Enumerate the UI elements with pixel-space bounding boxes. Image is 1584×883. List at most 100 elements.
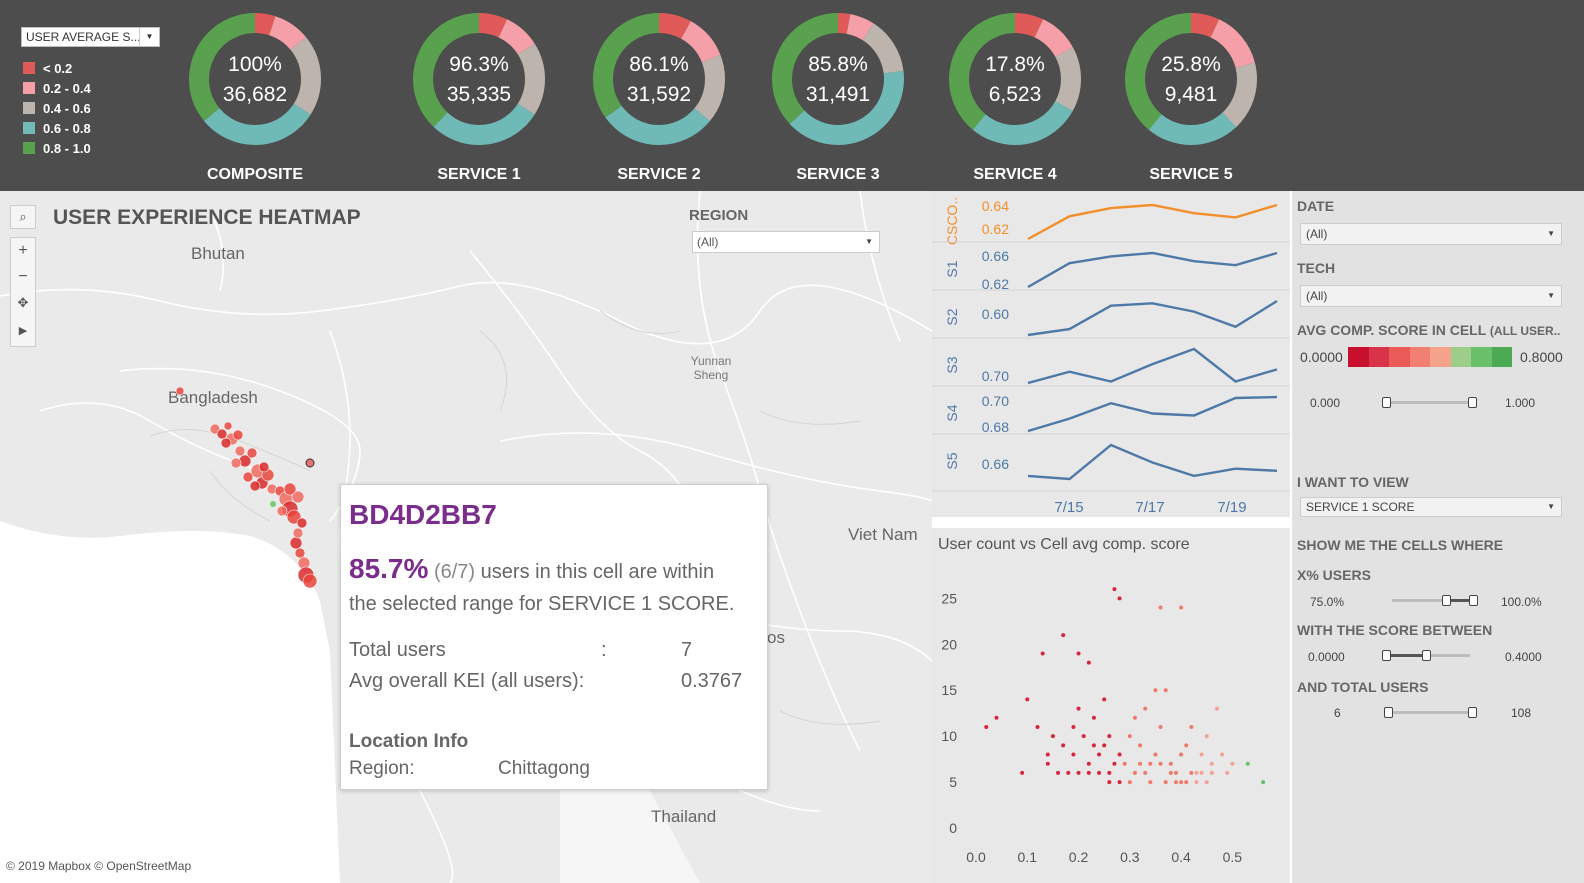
trend-line[interactable] — [1027, 347, 1278, 385]
legend-item[interactable]: 0.8 - 1.0 — [23, 138, 91, 158]
cell-marker[interactable] — [302, 573, 318, 589]
scatter-point[interactable] — [1061, 743, 1066, 748]
legend-item[interactable]: 0.4 - 0.6 — [23, 98, 91, 118]
scatter-point[interactable] — [1194, 770, 1199, 775]
x-users-slider[interactable] — [1392, 599, 1476, 602]
chevron-down-icon[interactable]: ▼ — [1547, 502, 1555, 511]
scatter-point[interactable] — [1117, 780, 1122, 785]
score-between-slider-max-thumb[interactable] — [1422, 650, 1431, 661]
scatter-point[interactable] — [1040, 651, 1045, 656]
scatter-point[interactable] — [1091, 743, 1096, 748]
cell-marker[interactable] — [292, 527, 304, 539]
scatter-point[interactable] — [1122, 761, 1127, 766]
service-label[interactable]: SERVICE 3 — [796, 166, 880, 183]
scatter-point[interactable] — [1056, 770, 1061, 775]
scatter-point[interactable] — [984, 724, 989, 729]
scatter-point[interactable] — [1163, 688, 1168, 693]
scatter-point[interactable] — [1184, 743, 1189, 748]
scatter-point[interactable] — [1107, 780, 1112, 785]
date-dropdown[interactable]: (All) ▼ — [1300, 223, 1562, 245]
scatter-point[interactable] — [1153, 688, 1158, 693]
tech-dropdown[interactable]: (All) ▼ — [1300, 285, 1562, 307]
donut-composite[interactable]: 100% 36,682 — [187, 12, 323, 146]
scatter-point[interactable] — [1245, 761, 1250, 766]
total-users-slider-max-thumb[interactable] — [1468, 707, 1477, 718]
cell-marker[interactable] — [291, 490, 305, 504]
scatter-point[interactable] — [1261, 780, 1266, 785]
scatter-point[interactable] — [1132, 770, 1137, 775]
scatter-point[interactable] — [1112, 761, 1117, 766]
scatter-point[interactable] — [1091, 715, 1096, 720]
cell-marker[interactable] — [230, 457, 242, 469]
scatter-point[interactable] — [1081, 734, 1086, 739]
scatter-point[interactable] — [1179, 605, 1184, 610]
scatter-point[interactable] — [1194, 780, 1199, 785]
scatter-point[interactable] — [1214, 706, 1219, 711]
cell-marker[interactable] — [296, 517, 308, 529]
scatter-point[interactable] — [1045, 752, 1050, 757]
scatter-point[interactable] — [1025, 697, 1030, 702]
scatter-point[interactable] — [1035, 724, 1040, 729]
scatter-point[interactable] — [1158, 761, 1163, 766]
chevron-down-icon[interactable]: ▼ — [1547, 229, 1555, 238]
range-slider[interactable] — [1386, 401, 1472, 404]
total-users-slider-min-thumb[interactable] — [1384, 707, 1393, 718]
scatter-point[interactable] — [1071, 724, 1076, 729]
scatter-point[interactable] — [1112, 587, 1117, 592]
scatter-point[interactable] — [1158, 724, 1163, 729]
cell-marker[interactable] — [294, 547, 306, 559]
scatter-point[interactable] — [1173, 780, 1178, 785]
measure-dropdown[interactable]: USER AVERAGE S... ▼ — [21, 27, 160, 47]
scatter-point[interactable] — [994, 715, 999, 720]
cell-marker[interactable] — [232, 429, 244, 441]
cell-marker[interactable] — [175, 386, 185, 396]
trend-line[interactable] — [1027, 203, 1278, 241]
legend-item[interactable]: < 0.2 — [23, 58, 91, 78]
scatter-point[interactable] — [1076, 706, 1081, 711]
trend-line[interactable] — [1027, 299, 1278, 337]
scatter-point[interactable] — [1199, 770, 1204, 775]
cell-marker[interactable] — [220, 437, 232, 449]
service-label[interactable]: COMPOSITE — [206, 166, 303, 183]
view-dropdown[interactable]: SERVICE 1 SCORE ▼ — [1300, 497, 1562, 517]
cell-marker[interactable] — [270, 501, 276, 507]
legend-item[interactable]: 0.6 - 0.8 — [23, 118, 91, 138]
cell-marker[interactable] — [249, 480, 261, 492]
chevron-down-icon[interactable]: ▼ — [1547, 291, 1555, 300]
cell-marker[interactable] — [276, 505, 288, 517]
scatter-point[interactable] — [1189, 770, 1194, 775]
scatter-point[interactable] — [1107, 734, 1112, 739]
scatter-point[interactable] — [1163, 780, 1168, 785]
scatter-point[interactable] — [1225, 770, 1230, 775]
chevron-down-icon[interactable]: ▼ — [865, 237, 873, 246]
chevron-down-icon[interactable]: ▼ — [139, 28, 159, 46]
score-between-slider-min-thumb[interactable] — [1382, 650, 1391, 661]
scatter-point[interactable] — [1184, 780, 1189, 785]
selected-cell-marker[interactable] — [305, 458, 315, 468]
scatter-point[interactable] — [1132, 715, 1137, 720]
scatter-point[interactable] — [1020, 770, 1025, 775]
x-users-slider-min-thumb[interactable] — [1442, 595, 1451, 606]
scatter-point[interactable] — [1107, 770, 1112, 775]
scatter-point[interactable] — [1179, 780, 1184, 785]
donut-service-3[interactable]: 85.8% 31,491 — [770, 12, 906, 146]
scatter-point[interactable] — [1153, 752, 1158, 757]
range-slider-min-thumb[interactable] — [1382, 397, 1391, 408]
scatter-point[interactable] — [1097, 752, 1102, 757]
scatter-point[interactable] — [1045, 761, 1050, 766]
zoom-out-button[interactable]: − — [18, 268, 28, 285]
scatter-point[interactable] — [1230, 761, 1235, 766]
donut-service-4[interactable]: 17.8% 6,523 — [947, 12, 1083, 146]
scatter-point[interactable] — [1102, 697, 1107, 702]
cell-marker[interactable] — [223, 421, 233, 431]
pan-tool-icon[interactable]: ✥ — [17, 295, 29, 310]
x-users-slider-max-thumb[interactable] — [1469, 595, 1478, 606]
scatter-point[interactable] — [1086, 761, 1091, 766]
range-slider-max-thumb[interactable] — [1468, 397, 1477, 408]
scatter-point[interactable] — [1127, 734, 1132, 739]
scatter-point[interactable] — [1143, 706, 1148, 711]
scatter-point[interactable] — [1204, 734, 1209, 739]
play-button[interactable]: ▶ — [18, 325, 28, 337]
trend-line[interactable] — [1027, 395, 1278, 433]
scatter-point[interactable] — [1179, 752, 1184, 757]
